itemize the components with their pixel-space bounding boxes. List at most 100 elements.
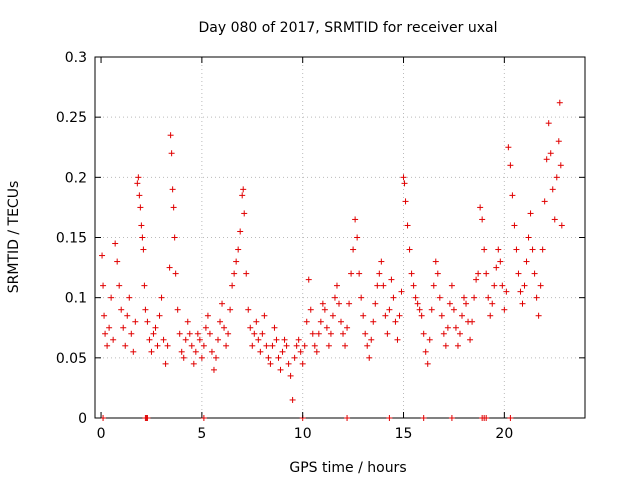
data-point: [390, 294, 397, 301]
data-point: [141, 282, 148, 289]
data-point: [346, 300, 353, 307]
x-tick-label: 5: [197, 426, 206, 442]
data-point: [430, 282, 437, 289]
data-point: [112, 240, 119, 247]
data-point: [392, 318, 399, 325]
data-point: [340, 330, 347, 337]
data-point: [442, 342, 449, 349]
data-point: [178, 348, 185, 355]
data-point: [380, 282, 387, 289]
data-point: [118, 306, 125, 313]
data-point: [196, 336, 203, 343]
data-point: [116, 282, 123, 289]
data-point: [404, 222, 411, 229]
data-point: [551, 216, 558, 223]
data-point: [124, 312, 131, 319]
data-point: [543, 156, 550, 163]
data-point: [515, 270, 522, 277]
data-point: [454, 342, 461, 349]
data-point: [342, 342, 349, 349]
data-point: [509, 192, 516, 199]
data-point: [271, 324, 278, 331]
data-point: [467, 336, 474, 343]
data-point: [184, 318, 191, 325]
data-point: [167, 132, 174, 139]
data-point: [132, 318, 139, 325]
data-point: [275, 354, 282, 361]
data-point: [215, 336, 222, 343]
data-point: [206, 330, 213, 337]
data-point: [208, 348, 215, 355]
data-point: [225, 330, 232, 337]
data-point: [553, 174, 560, 181]
data-point: [461, 294, 468, 301]
chart-title: Day 080 of 2017, SRMTID for receiver uxa…: [198, 20, 497, 36]
data-point: [434, 270, 441, 277]
data-point: [303, 318, 310, 325]
y-tick-label: 0.25: [56, 110, 87, 126]
data-point: [537, 282, 544, 289]
data-point: [174, 306, 181, 313]
y-tick-label: 0.1: [65, 291, 87, 307]
data-point: [499, 282, 506, 289]
data-point: [452, 324, 459, 331]
data-point: [219, 300, 226, 307]
data-point: [418, 312, 425, 319]
data-point: [422, 348, 429, 355]
data-point: [344, 415, 351, 421]
data-point: [327, 330, 334, 337]
y-tick-label: 0: [78, 411, 87, 427]
data-point: [160, 336, 167, 343]
data-point: [192, 348, 199, 355]
data-point: [150, 330, 157, 337]
data-point: [408, 270, 415, 277]
data-point: [311, 342, 318, 349]
data-point: [362, 330, 369, 337]
y-tick-label: 0.2: [65, 170, 87, 186]
data-point: [444, 324, 451, 331]
data-point: [140, 246, 147, 253]
data-point: [333, 282, 340, 289]
data-point: [253, 318, 260, 325]
data-point: [301, 342, 308, 349]
data-point: [200, 342, 207, 349]
data-point: [309, 330, 316, 337]
data-point: [556, 99, 563, 106]
y-tick-labels: 0 0.05 0.1 0.15 0.2 0.25 0.3: [56, 50, 87, 427]
data-point: [481, 246, 488, 253]
data-point: [549, 186, 556, 193]
data-point: [295, 336, 302, 343]
data-point: [101, 312, 108, 319]
data-point: [473, 276, 480, 283]
data-point: [144, 415, 151, 421]
y-tick-label: 0.15: [56, 231, 87, 247]
data-point: [489, 300, 496, 307]
data-point: [388, 276, 395, 283]
data-point: [471, 294, 478, 301]
data-point: [555, 138, 562, 145]
data-point: [241, 210, 248, 217]
data-point: [483, 270, 490, 277]
data-point: [176, 330, 183, 337]
data-point: [122, 342, 129, 349]
data-point: [386, 306, 393, 313]
data-point: [120, 324, 127, 331]
data-point: [535, 312, 542, 319]
data-point: [412, 294, 419, 301]
data-point: [287, 372, 294, 379]
data-point: [531, 270, 538, 277]
data-point: [99, 252, 106, 259]
data-point: [386, 415, 393, 421]
data-point: [283, 342, 290, 349]
x-tick-label: 20: [495, 426, 513, 442]
data-point: [338, 318, 345, 325]
x-tick-label: 10: [294, 426, 312, 442]
data-point: [547, 150, 554, 157]
data-point: [479, 216, 486, 223]
data-point: [171, 234, 178, 241]
data-point: [212, 354, 219, 361]
data-point: [247, 324, 254, 331]
data-point: [269, 342, 276, 349]
x-tick-label: 15: [395, 426, 413, 442]
data-point: [356, 270, 363, 277]
